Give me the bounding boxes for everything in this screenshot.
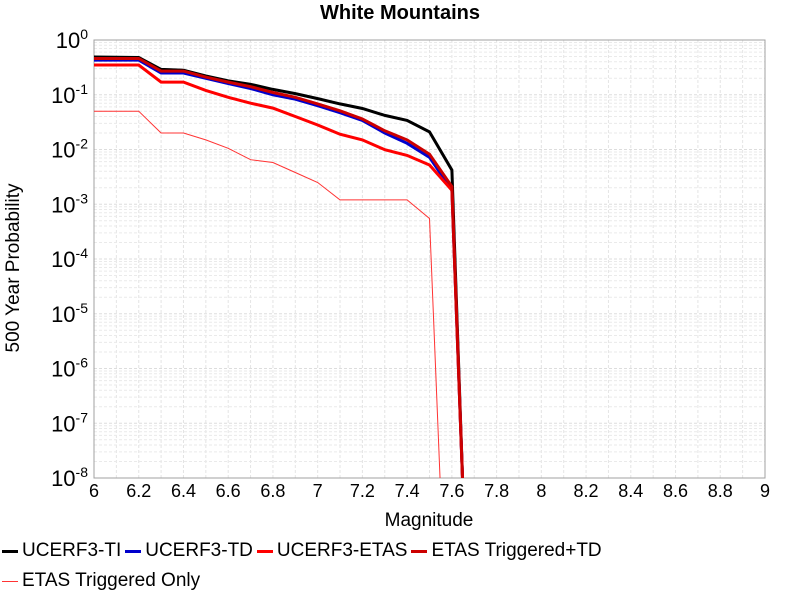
x-tick-label: 8.8 [708, 481, 733, 501]
y-tick-label: 10-4 [51, 245, 88, 272]
chart-title: White Mountains [320, 2, 480, 24]
y-tick-label: 10-3 [51, 190, 88, 217]
legend-swatch [2, 549, 18, 553]
x-tick-label: 8 [536, 481, 546, 501]
legend-item: ETAS Triggered Only [2, 570, 200, 592]
y-tick-label: 10-2 [51, 136, 88, 163]
legend-row: ETAS Triggered Only [2, 567, 204, 595]
legend-label: UCERF3-TI [22, 540, 122, 561]
legend-row: UCERF3-TI UCERF3-TD UCERF3-ETAS ETAS Trigge… [2, 537, 606, 565]
x-tick-label: 6.6 [216, 481, 241, 501]
x-tick-label: 8.2 [574, 481, 599, 501]
x-tick-label: 7.6 [439, 481, 464, 501]
legend-label: UCERF3-ETAS [276, 540, 408, 561]
y-tick-label: 100 [56, 26, 88, 53]
y-tick-label: 10-6 [51, 355, 88, 382]
x-tick-label: 8.6 [663, 481, 688, 501]
grid [93, 40, 765, 479]
x-tick-label: 9 [760, 481, 770, 501]
x-tick-label: 7.8 [484, 481, 509, 501]
series-line-ucerf3-td [94, 58, 464, 478]
x-tick-label: 7.4 [395, 481, 420, 501]
y-axis-label: 500 Year Probability [3, 183, 24, 353]
legend-swatch [125, 549, 142, 553]
y-tick-label: 10-8 [51, 464, 88, 491]
y-tick-label: 10-1 [51, 81, 88, 108]
x-tick-label: 8.4 [618, 481, 643, 501]
legend-label: ETAS Triggered Only [22, 570, 201, 591]
legend-item: UCERF3-TI [2, 540, 121, 562]
plot-area [93, 39, 766, 479]
legend-item: UCERF3-TD [125, 540, 253, 562]
legend-swatch [256, 549, 273, 553]
x-tick-label: 6.2 [126, 481, 151, 501]
series-lines [94, 55, 465, 478]
x-tick-label: 7 [313, 481, 323, 501]
y-axis-ticks: 100 10-1 10-2 10-3 10-4 10-5 10-6 10-7 10-8 [51, 26, 88, 491]
x-tick-label: 7.2 [350, 481, 375, 501]
legend-item: ETAS Triggered+TD [411, 540, 602, 562]
x-tick-label: 6.4 [171, 481, 196, 501]
legend-item: UCERF3-ETAS [256, 540, 408, 562]
legend-swatch [411, 549, 428, 553]
legend-swatch [2, 580, 18, 582]
legend-label: UCERF3-TD [145, 540, 253, 561]
x-tick-label: 6 [89, 481, 99, 501]
legend-label: ETAS Triggered+TD [431, 540, 602, 561]
x-axis-ticks: 6 6.2 6.4 6.6 6.8 7 7.2 7.4 7.6 7.8 8 8.2 8.4 8.6 8.8 9 [89, 481, 770, 501]
y-tick-label: 10-7 [51, 409, 88, 436]
series-line-etas-triggered-td [94, 57, 465, 478]
y-tick-label: 10-5 [51, 300, 88, 327]
x-axis-label: Magnitude [385, 510, 474, 531]
x-tick-label: 6.8 [260, 481, 285, 501]
series-line-ucerf3-etas [94, 63, 464, 478]
series-line-etas-triggered-only [94, 110, 441, 478]
legend: UCERF3-TI UCERF3-TD UCERF3-ETAS ETAS Trigge… [0, 536, 800, 600]
